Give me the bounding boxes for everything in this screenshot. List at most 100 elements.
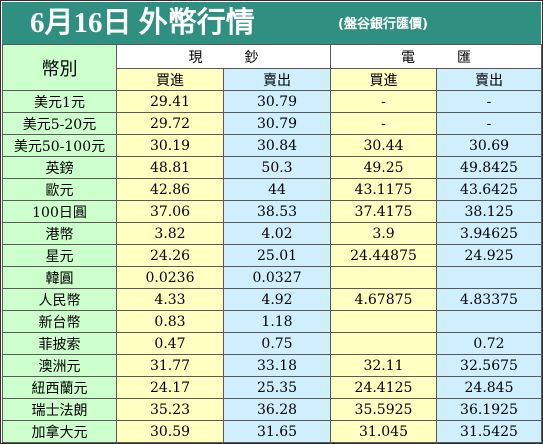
transfer-sell-value [436,266,542,289]
cash-buy-value: 3.82 [116,222,224,245]
currency-name: 加拿大元 [2,420,117,443]
transfer-sell-value: 43.6425 [436,178,542,201]
transfer-buy-value: - [330,90,437,113]
cash-sell-value: 31.65 [223,420,331,443]
table-row: 菲披索 0.47 0.75 0.72 [2,332,542,355]
cash-group-header: 現 鈔 [116,44,331,69]
table-row: 澳洲元 31.77 33.18 32.11 32.5675 [2,354,542,377]
transfer-sell-value: 31.5425 [436,420,542,443]
currency-name: 美元1元 [2,90,117,113]
cash-sell-value: 25.01 [223,244,331,267]
transfer-buy-value: 30.44 [330,134,437,157]
currency-name: 美元5-20元 [2,112,117,135]
transfer-buy-value: - [330,112,437,135]
currency-name: 菲披索 [2,332,117,355]
cash-sell-value: 30.79 [223,90,331,113]
transfer-sell-value: - [436,90,542,113]
transfer-buy-value: 35.5925 [330,398,437,421]
currency-column-header: 幣別 [2,44,117,91]
currency-name: 歐元 [2,178,117,201]
transfer-buy-value: 32.11 [330,354,437,377]
transfer-sell-value: 32.5675 [436,354,542,377]
transfer-buy-value: 24.4125 [330,376,437,399]
cash-buy-header: 買進 [116,68,224,91]
transfer-sell-value: 49.8425 [436,156,542,179]
cash-buy-value: 42.86 [116,178,224,201]
cash-sell-value: 30.79 [223,112,331,135]
cash-buy-value: 0.83 [116,310,224,333]
transfer-sell-value: 4.83375 [436,288,542,311]
transfer-buy-value: 3.9 [330,222,437,245]
group-header-row: 幣別 現 鈔 電 匯 [2,44,542,91]
transfer-sell-value: 36.1925 [436,398,542,421]
table-row: 韓圓 0.0236 0.0327 [2,266,542,289]
cash-buy-value: 29.41 [116,90,224,113]
table-row: 英鎊 48.81 50.3 49.25 49.8425 [2,156,542,179]
cash-buy-value: 0.47 [116,332,224,355]
table-row: 加拿大元 30.59 31.65 31.045 31.5425 [2,420,542,443]
cash-buy-value: 29.72 [116,112,224,135]
cash-sell-value: 50.3 [223,156,331,179]
currency-name: 星元 [2,244,117,267]
cash-buy-value: 24.17 [116,376,224,399]
transfer-buy-value: 4.67875 [330,288,437,311]
currency-name: 韓圓 [2,266,117,289]
cash-sell-value: 36.28 [223,398,331,421]
cash-sell-value: 1.18 [223,310,331,333]
transfer-sell-value: - [436,112,542,135]
transfer-sell-value: 24.845 [436,376,542,399]
transfer-buy-value [330,332,437,355]
transfer-sell-value [436,310,542,333]
transfer-buy-value: 49.25 [330,156,437,179]
table-row: 新台幣 0.83 1.18 [2,310,542,333]
table-row: 港幣 3.82 4.02 3.9 3.94625 [2,222,542,245]
currency-name: 新台幣 [2,310,117,333]
subheader-row: 買進 賣出 買進 賣出 [3,68,542,91]
cash-sell-value: 4.92 [223,288,331,311]
transfer-group-header: 電 匯 [330,44,542,69]
table-row: 美元50-100元 30.19 30.84 30.44 30.69 [2,134,542,157]
cash-buy-value: 4.33 [116,288,224,311]
currency-name: 美元50-100元 [2,134,117,157]
transfer-sell-value: 30.69 [436,134,542,157]
currency-name: 澳洲元 [2,354,117,377]
cash-sell-value: 0.75 [223,332,331,355]
title-bar: 6月16日 外幣行情 (盤谷銀行匯價) [2,2,541,44]
cash-sell-value: 25.35 [223,376,331,399]
transfer-sell-value: 0.72 [436,332,542,355]
currency-name: 人民幣 [2,288,117,311]
currency-name: 英鎊 [2,156,117,179]
currency-name: 紐西蘭元 [2,376,117,399]
transfer-buy-value [330,266,437,289]
cash-sell-value: 44 [223,178,331,201]
transfer-sell-value: 24.925 [436,244,542,267]
cash-buy-value: 30.19 [116,134,224,157]
cash-sell-header: 賣出 [223,68,331,91]
transfer-sell-value: 3.94625 [436,222,542,245]
table-row: 瑞士法朗 35.23 36.28 35.5925 36.1925 [2,398,542,421]
transfer-buy-value: 24.44875 [330,244,437,267]
transfer-buy-value: 31.045 [330,420,437,443]
transfer-buy-value: 37.4175 [330,200,437,223]
table-row: 星元 24.26 25.01 24.44875 24.925 [2,244,542,267]
cash-buy-value: 24.26 [116,244,224,267]
table-row: 歐元 42.86 44 43.1175 43.6425 [2,178,542,201]
currency-name: 100日圓 [2,200,117,223]
transfer-sell-header: 賣出 [436,68,542,91]
cash-buy-value: 35.23 [116,398,224,421]
source-note: (盤谷銀行匯價) [338,17,428,32]
table-row: 人民幣 4.33 4.92 4.67875 4.83375 [2,288,542,311]
transfer-buy-value: 43.1175 [330,178,437,201]
cash-sell-value: 33.18 [223,354,331,377]
table-row: 美元5-20元 29.72 30.79- - [2,112,542,135]
exchange-rate-table: 幣別 現 鈔 電 匯 買進 賣出 買進 賣出 美元1元 29.41 30.79- - 美… [2,44,542,443]
table-row: 紐西蘭元 24.17 25.35 24.4125 24.845 [2,376,542,399]
page-title: 6月16日 外幣行情 [30,7,255,39]
table-row: 100日圓 37.06 38.53 37.4175 38.125 [2,200,542,223]
transfer-buy-value [330,310,437,333]
cash-sell-value: 30.84 [223,134,331,157]
currency-name: 港幣 [2,222,117,245]
cash-sell-value: 0.0327 [223,266,331,289]
table-row: 美元1元 29.41 30.79- - [2,90,542,113]
